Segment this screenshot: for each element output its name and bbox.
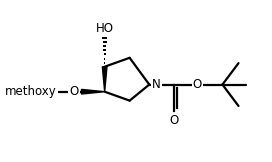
Polygon shape [82,89,105,94]
Text: N: N [152,78,161,91]
Text: O: O [193,78,202,91]
Polygon shape [102,67,107,92]
Text: methoxy: methoxy [5,85,57,98]
Text: O: O [70,85,79,98]
Text: methoxy: methoxy [5,85,57,98]
Text: O: O [170,114,179,127]
Text: HO: HO [96,23,114,35]
